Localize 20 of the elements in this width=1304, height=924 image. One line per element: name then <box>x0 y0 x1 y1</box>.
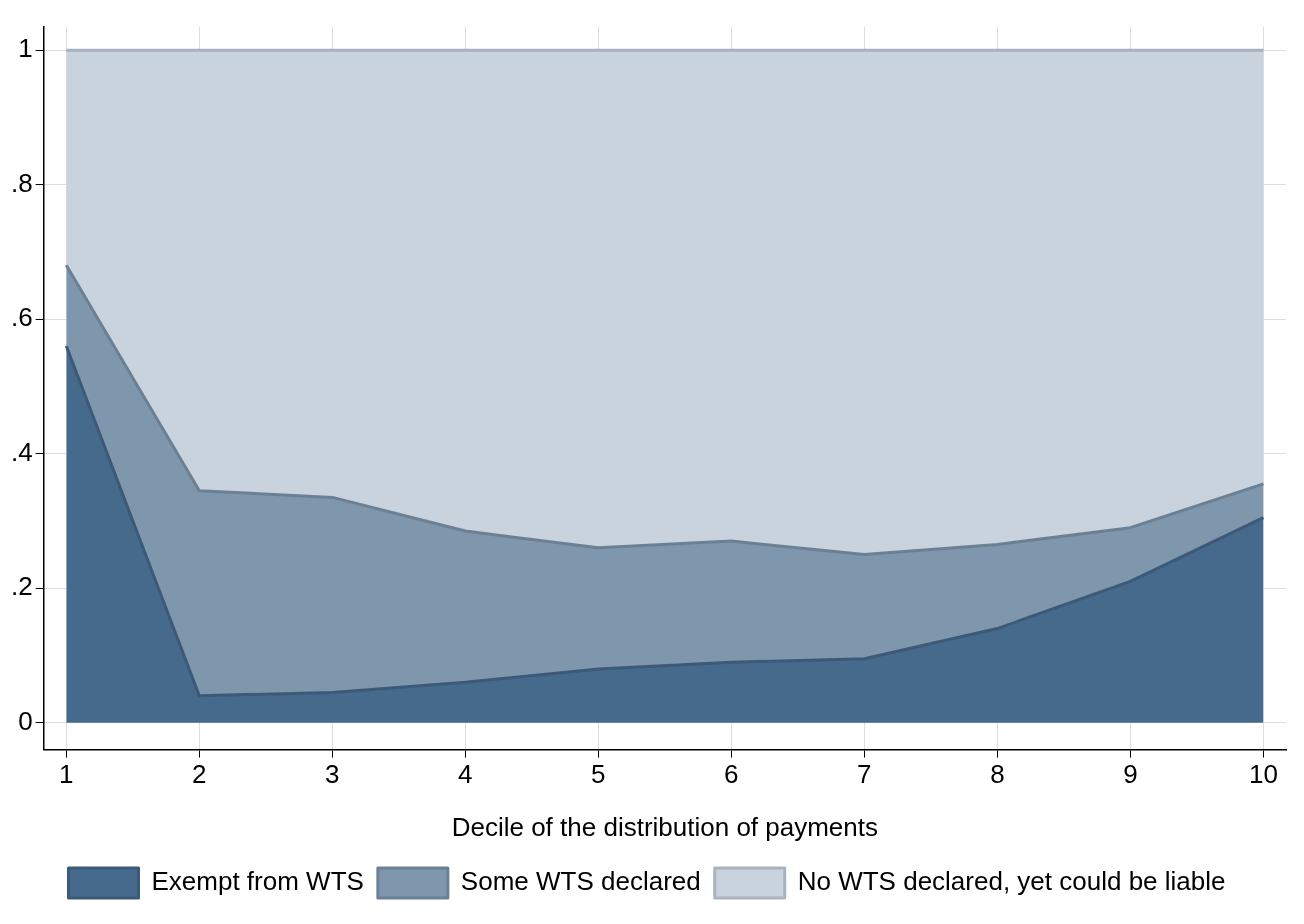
x-tick-label: 1 <box>59 759 74 790</box>
x-tick-label: 7 <box>857 759 872 790</box>
x-tick-label: 5 <box>591 759 606 790</box>
legend-label: Some WTS declared <box>460 866 701 897</box>
x-tick-label: 4 <box>458 759 473 790</box>
y-tick-label: .8 <box>11 167 33 198</box>
legend-label: Exempt from WTS <box>151 866 364 897</box>
y-tick-label: 1 <box>18 33 33 64</box>
y-tick-label: 0 <box>18 705 33 736</box>
y-tick-label: .6 <box>11 302 33 333</box>
y-tick-label: .4 <box>11 436 33 467</box>
x-tick-label: 8 <box>990 759 1005 790</box>
x-tick-label: 10 <box>1248 759 1278 790</box>
x-tick-label: 9 <box>1123 759 1138 790</box>
x-tick-label: 3 <box>325 759 340 790</box>
x-tick-label: 2 <box>192 759 207 790</box>
x-axis-title: Decile of the distribution of payments <box>451 811 879 842</box>
x-tick-label: 6 <box>724 759 739 790</box>
y-tick-label: .2 <box>11 571 33 602</box>
legend-label: No WTS declared, yet could be liable <box>797 866 1226 897</box>
